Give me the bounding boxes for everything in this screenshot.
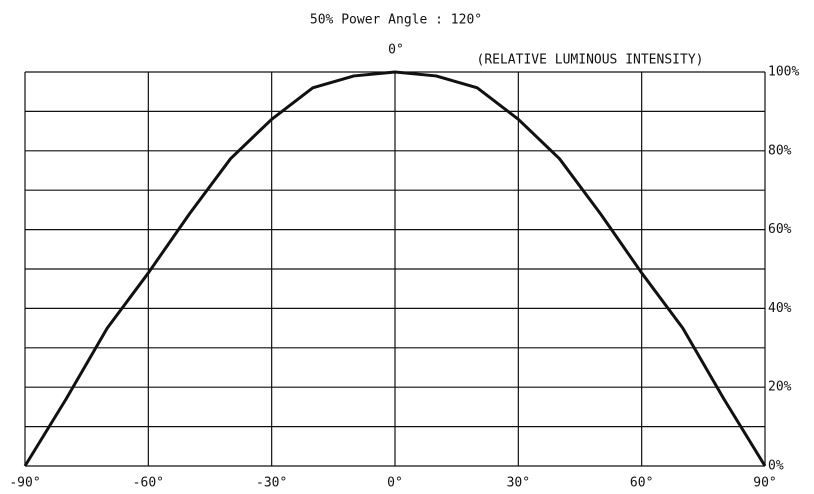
y-tick-label: 80% xyxy=(768,143,792,158)
y-tick-label: 100% xyxy=(768,65,799,80)
top-label: 0° xyxy=(388,43,404,58)
y-tick-label: 20% xyxy=(768,380,792,395)
chart-title: 50% Power Angle : 120° xyxy=(310,13,482,28)
y-tick-label: 0% xyxy=(768,459,784,474)
x-tick-label: 0° xyxy=(387,476,403,491)
x-tick-label: -90° xyxy=(9,476,40,491)
x-tick-label: 30° xyxy=(507,476,530,491)
x-tick-label: -60° xyxy=(133,476,164,491)
y-axis-label: (RELATIVE LUMINOUS INTENSITY) xyxy=(477,53,704,68)
y-tick-label: 60% xyxy=(768,222,792,237)
curve xyxy=(23,70,767,467)
x-tick-label: 90° xyxy=(753,476,776,491)
y-tick-label: 40% xyxy=(768,301,792,316)
x-tick-label: -30° xyxy=(256,476,287,491)
x-tick-label: 60° xyxy=(630,476,653,491)
